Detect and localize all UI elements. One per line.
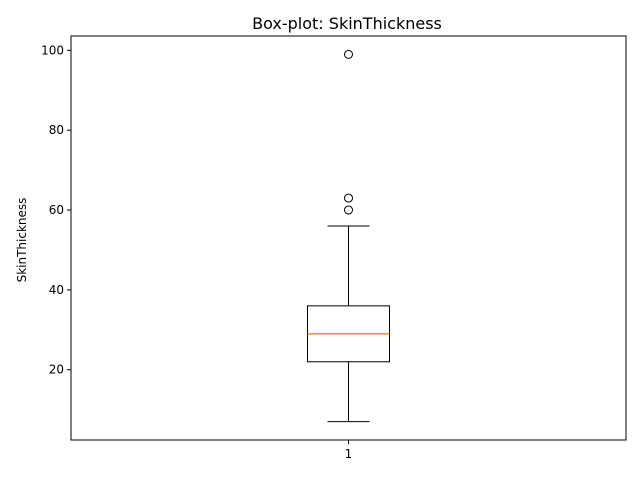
chart-title: Box-plot: SkinThickness [252, 14, 442, 33]
x-tick-label: 1 [345, 447, 353, 461]
outlier-point [344, 49, 353, 59]
outlier-point [344, 193, 353, 203]
y-axis-label: SkinThickness [15, 198, 29, 283]
y-tick-label: 100 [41, 43, 64, 57]
outlier-point [344, 205, 353, 215]
plot-area [307, 49, 390, 423]
y-tick-label: 60 [49, 203, 64, 217]
y-axis: 20 40 60 80 100 [41, 43, 71, 377]
y-tick-label: 20 [49, 363, 64, 377]
y-tick-label: 80 [49, 123, 64, 137]
y-tick-label: 40 [49, 283, 64, 297]
x-axis: 1 [345, 440, 353, 461]
